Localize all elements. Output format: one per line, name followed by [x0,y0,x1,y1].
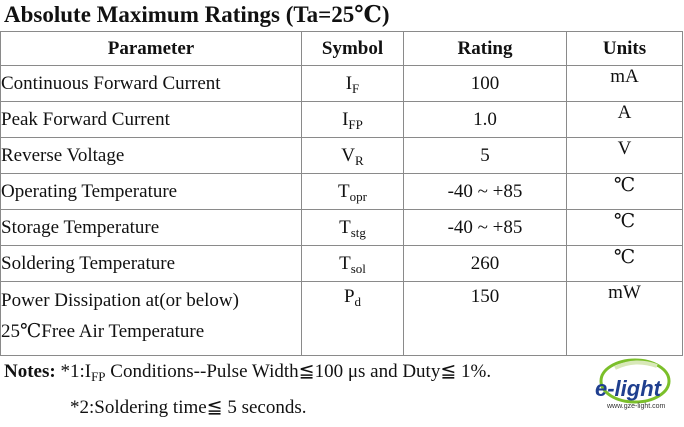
e-light-logo-icon: e-light www.gze-light.com [595,358,671,410]
unit-cell: A [566,101,683,138]
symbol-base: P [343,286,355,307]
parameter-cell: Reverse Voltage [0,137,302,174]
table-row: Power Dissipation at(or below) 25℃Free Ai… [0,281,683,356]
parameter-cell: Storage Temperature [0,209,302,246]
parameter-line: 25℃Free Air Temperature [1,321,205,342]
parameter-cell: Power Dissipation at(or below) 25℃Free Ai… [0,281,302,356]
table-row: Reverse Voltage VR 5 V [0,137,683,174]
symbol-base: T [339,216,351,238]
rating-cell: 5 [403,137,567,174]
note-1: Notes: *1:IFP Conditions--Pulse Width≦10… [4,360,491,383]
parameter-cell: Peak Forward Current [0,101,302,138]
symbol-subscript: F [352,80,360,96]
note-2: *2:Soldering time≦ 5 seconds. [70,397,307,418]
parameter-line: Power Dissipation at(or below) [1,290,239,311]
symbol-cell: IFP [301,101,404,138]
note-1-text: Conditions--Pulse Width≦100 μs and Duty≦… [105,361,492,382]
page-title: Absolute Maximum Ratings (Ta=25℃) [4,2,390,27]
symbol-cell: VR [301,137,404,174]
table-row: Continuous Forward Current IF 100 mA [0,65,683,102]
unit-cell: ℃ [566,209,683,246]
table-row: Storage Temperature Tstg -40 ~ +85 ℃ [0,209,683,246]
header-parameter: Parameter [0,31,302,66]
header-units: Units [566,31,683,66]
symbol-subscript: R [355,152,364,168]
symbol-cell: Tsol [301,245,404,282]
table-row: Peak Forward Current IFP 1.0 A [0,101,683,138]
table-row: Soldering Temperature Tsol 260 ℃ [0,245,683,282]
symbol-cell: IF [301,65,404,102]
unit-cell: mW [566,281,683,356]
notes-label: Notes: [4,361,56,382]
header-rating: Rating [403,31,567,66]
unit-cell: ℃ [566,173,683,210]
symbol-base: T [339,252,351,274]
symbol-base: T [338,180,350,202]
symbol-subscript: sol [350,260,366,276]
symbol-subscript: d [354,294,362,309]
rating-cell: -40 ~ +85 [403,209,567,246]
symbol-cell: Pd [301,281,404,356]
symbol-subscript: FP [348,116,363,132]
symbol-base: V [341,144,356,166]
logo-url-text: www.gze-light.com [606,403,666,410]
symbol-subscript: opr [349,188,367,204]
header-symbol: Symbol [301,31,404,66]
unit-cell: ℃ [566,245,683,282]
note-1-prefix: *1:I [60,361,92,382]
note-1-subscript: FP [91,369,106,384]
rating-cell: 100 [403,65,567,102]
rating-cell: -40 ~ +85 [403,173,567,210]
symbol-cell: Topr [301,173,404,210]
header-row: Parameter Symbol Rating Units [0,31,683,66]
parameter-cell: Soldering Temperature [0,245,302,282]
table-row: Operating Temperature Topr -40 ~ +85 ℃ [0,173,683,210]
ratings-table: Parameter Symbol Rating Units Continuous… [0,31,683,356]
symbol-base: I [342,108,349,130]
logo-brand-text: e-light [595,376,663,401]
symbol-base: I [345,72,353,94]
e-light-logo: e-light www.gze-light.com [585,358,681,416]
symbol-subscript: stg [350,224,366,240]
parameter-cell: Operating Temperature [0,173,302,210]
rating-cell: 260 [403,245,567,282]
symbol-cell: Tstg [301,209,404,246]
unit-cell: mA [566,65,683,102]
rating-cell: 1.0 [403,101,567,138]
unit-cell: V [566,137,683,174]
parameter-cell: Continuous Forward Current [0,65,302,102]
rating-cell: 150 [403,281,567,356]
